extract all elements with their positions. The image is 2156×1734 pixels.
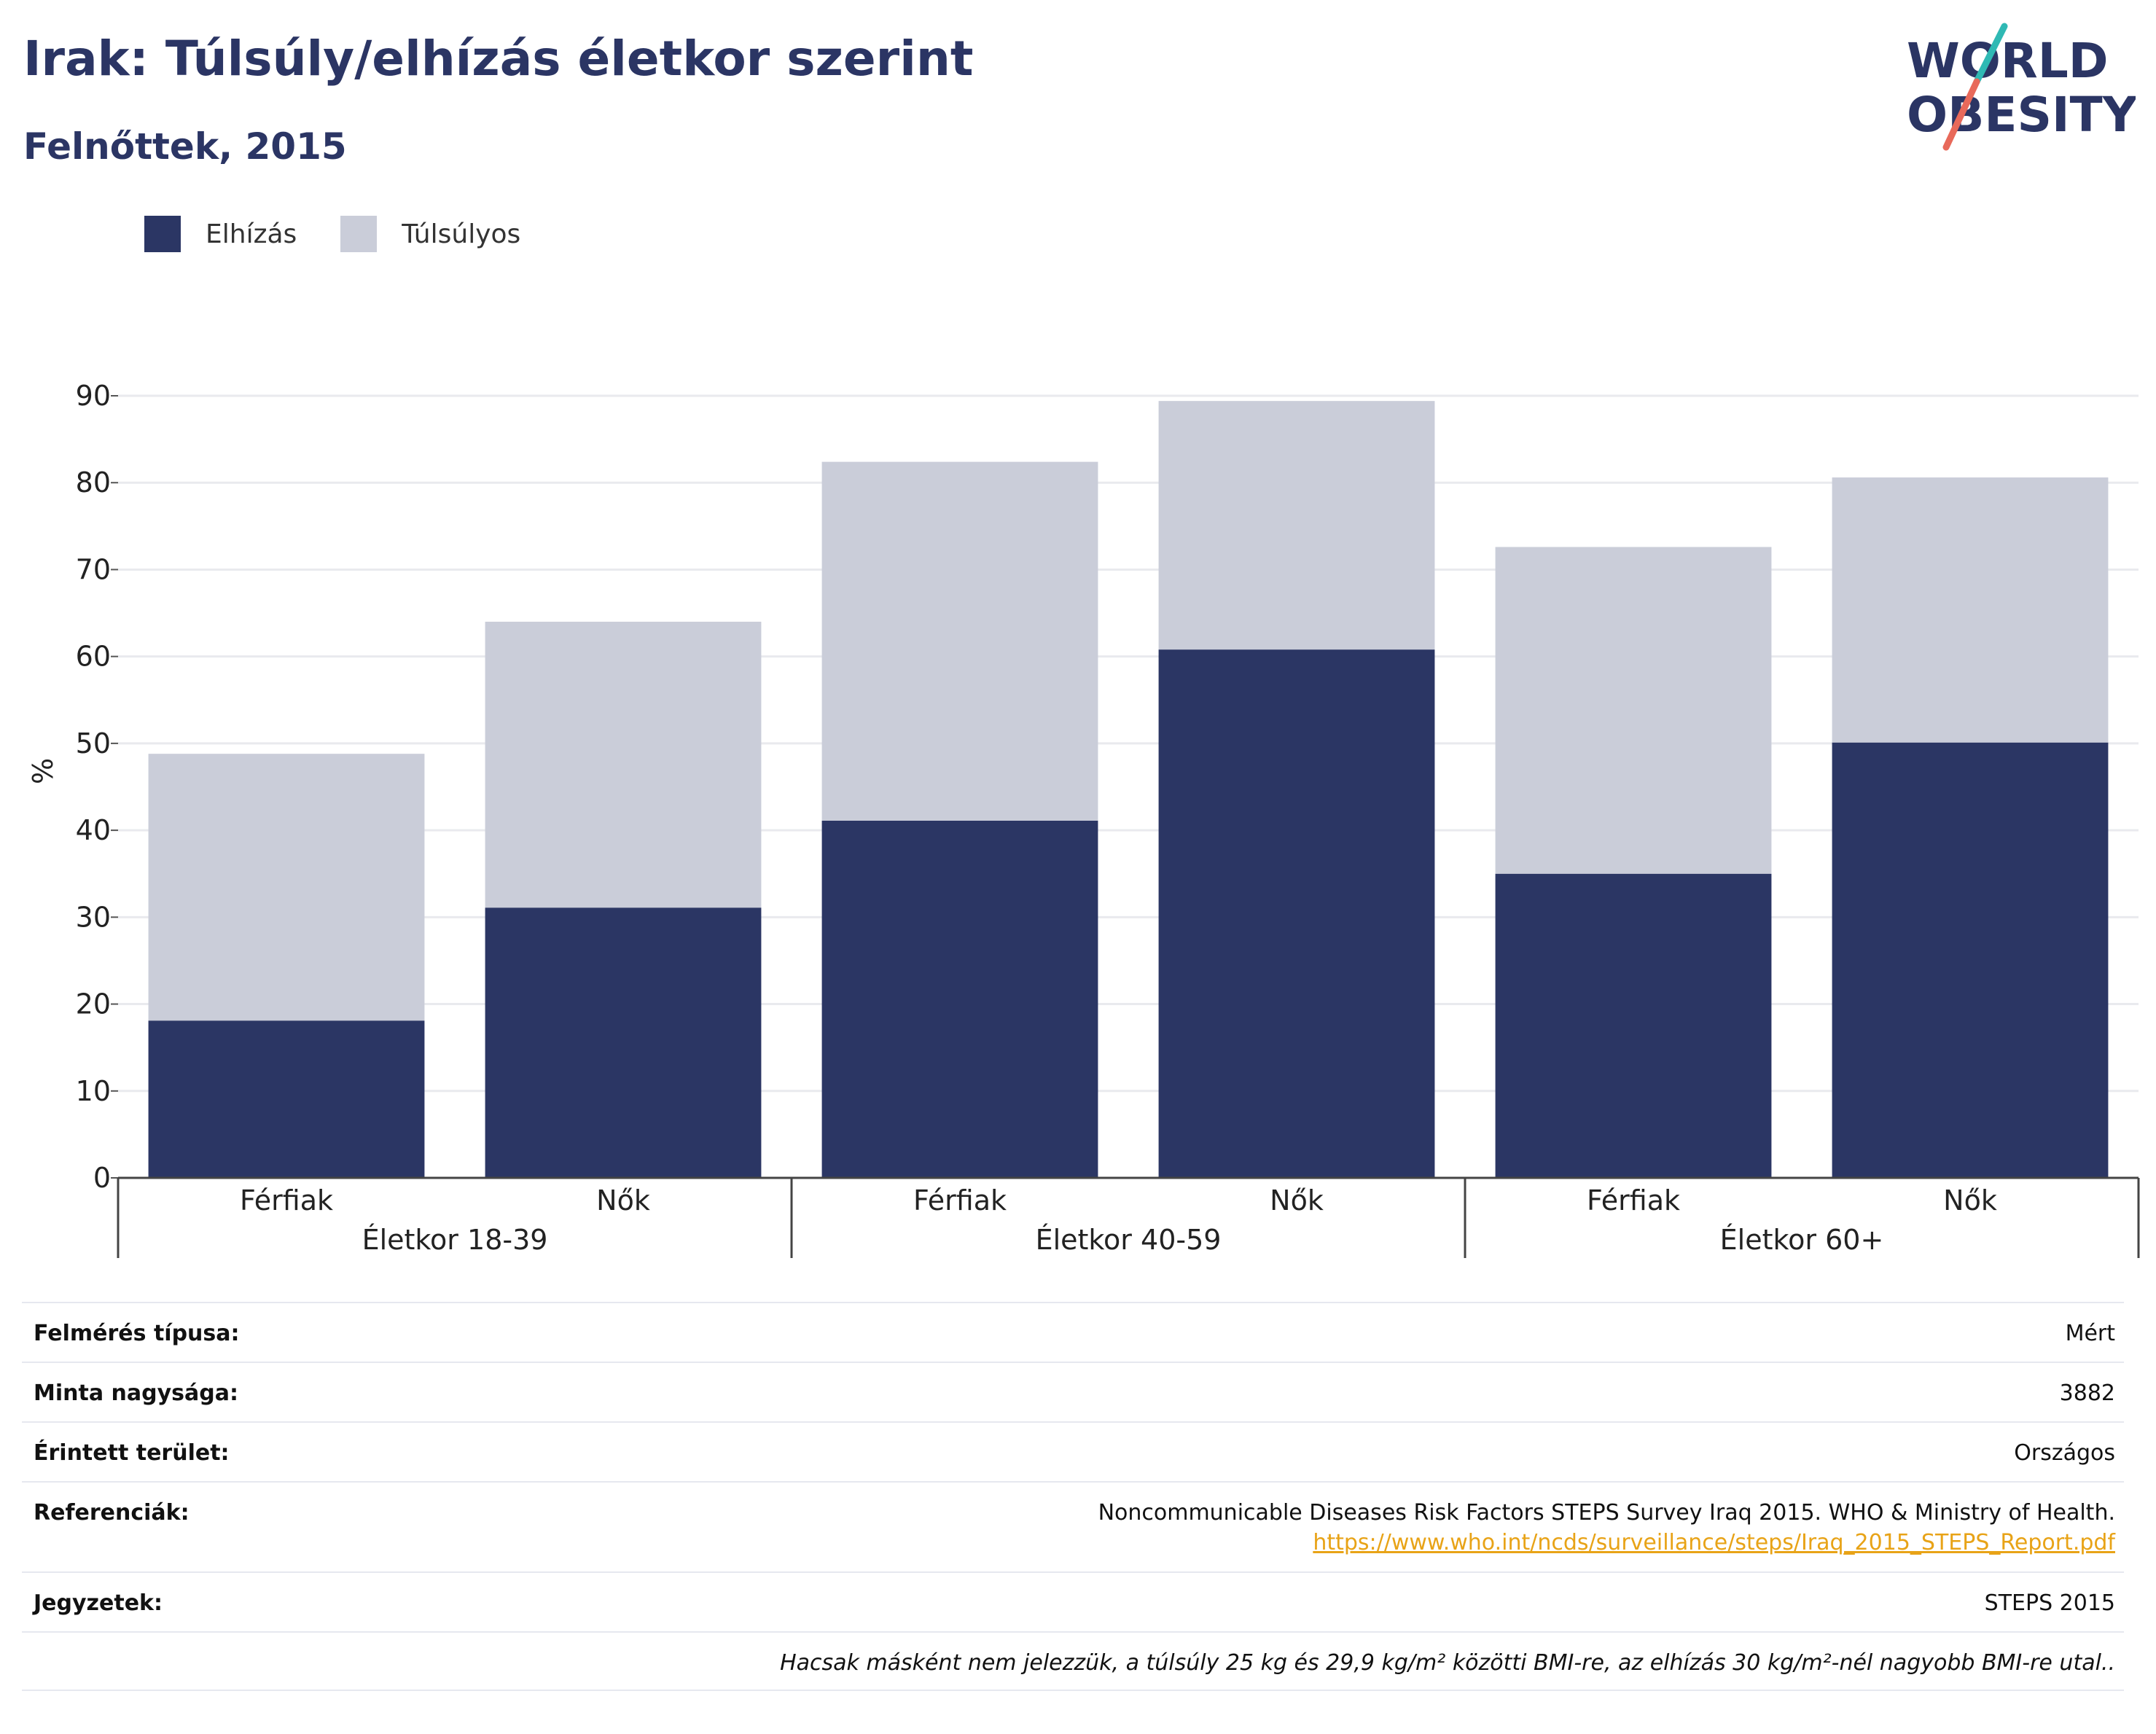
x-category-label: Férfiak	[240, 1184, 333, 1216]
gridlines	[118, 394, 2139, 1093]
x-group-label: Életkor 60+	[1720, 1224, 1884, 1256]
world-obesity-logo: WORLD OBESITY	[1907, 23, 2136, 151]
bar-obesity	[148, 1020, 425, 1178]
legend-swatch-overweight	[340, 216, 378, 252]
footnote: Hacsak másként nem jelezzük, a túlsúly 2…	[780, 1650, 2115, 1676]
y-tick-label: 30	[76, 901, 111, 933]
legend-swatch-obesity	[144, 216, 181, 252]
bar-obesity	[1158, 649, 1435, 1178]
bar-overweight	[1832, 477, 2109, 743]
bar-obesity	[485, 907, 762, 1178]
notes-value: STEPS 2015	[1984, 1590, 2115, 1616]
row-sample-size: Minta nagysága: 3882	[22, 1362, 2124, 1421]
bar-obesity	[821, 820, 1098, 1178]
legend-label-overweight: Túlsúlyos	[402, 219, 521, 249]
x-category-label: Nők	[596, 1184, 650, 1216]
sample-size-value: 3882	[2059, 1380, 2115, 1406]
y-tick-label: 0	[93, 1162, 111, 1194]
x-category-label: Nők	[1270, 1184, 1324, 1216]
legend-item-overweight[interactable]: Túlsúlyos	[340, 216, 520, 252]
y-tick-label: 20	[76, 988, 111, 1020]
x-group-label: Életkor 40-59	[1036, 1224, 1222, 1256]
bar-overweight	[821, 461, 1098, 821]
references-text: Noncommunicable Diseases Risk Factors ST…	[1098, 1500, 2115, 1526]
logo-text-line2: OBESITY	[1907, 87, 2136, 143]
metadata-table: Felmérés típusa: Mért Minta nagysága: 38…	[22, 1302, 2124, 1691]
row-notes: Jegyzetek: STEPS 2015	[22, 1571, 2124, 1631]
y-tick-label: 10	[76, 1075, 111, 1107]
legend-label-obesity: Elhízás	[206, 219, 297, 249]
x-category-label: Férfiak	[913, 1184, 1007, 1216]
sample-size-label: Minta nagysága:	[34, 1380, 238, 1406]
y-tick-label: 90	[76, 380, 111, 412]
y-tick-label: 40	[76, 814, 111, 846]
x-group-label: Életkor 18-39	[362, 1224, 548, 1256]
logo-slash-teal	[1973, 23, 2008, 85]
bar-obesity	[1832, 742, 2109, 1178]
bar-overweight	[1495, 547, 1772, 874]
y-tick-label: 70	[76, 553, 111, 585]
axes: 0 10 20 30 40 50 60 70 80 90 Férfiak Nők Férfiak Nők F…	[76, 380, 2140, 1258]
y-tick-label: 60	[76, 641, 111, 673]
y-tick-label: 50	[76, 727, 111, 759]
bars	[148, 401, 2109, 1178]
bar-overweight	[1158, 401, 1435, 650]
references-label: Referenciák:	[34, 1500, 190, 1526]
bar-overweight	[485, 621, 762, 908]
y-axis-label: %	[27, 758, 59, 784]
logo-text-line1: WORLD	[1907, 33, 2109, 89]
bar-obesity	[1495, 873, 1772, 1178]
row-footnote: Hacsak másként nem jelezzük, a túlsúly 2…	[22, 1631, 2124, 1691]
area-value: Országos	[2014, 1440, 2115, 1466]
survey-type-label: Felmérés típusa:	[34, 1321, 240, 1346]
notes-label: Jegyzetek:	[34, 1590, 163, 1616]
chart-subtitle: Felnőttek, 2015	[23, 125, 347, 168]
y-tick-label: 80	[76, 466, 111, 499]
references-link[interactable]: https://www.who.int/ncds/surveillance/st…	[1313, 1530, 2115, 1555]
chart-title: Irak: Túlsúly/elhízás életkor szerint	[23, 31, 974, 87]
x-category-label: Nők	[1943, 1184, 1997, 1216]
row-survey-type: Felmérés típusa: Mért	[22, 1302, 2124, 1362]
logo-slash-red	[1942, 78, 1980, 151]
legend-item-obesity[interactable]: Elhízás	[144, 216, 297, 252]
bar-overweight	[148, 754, 425, 1021]
row-area: Érintett terület: Országos	[22, 1421, 2124, 1481]
survey-type-value: Mért	[2065, 1321, 2115, 1346]
row-references: Referenciák: Noncommunicable Diseases Ri…	[22, 1481, 2124, 1571]
x-category-label: Férfiak	[1587, 1184, 1680, 1216]
area-label: Érintett terület:	[34, 1440, 230, 1466]
stacked-bar-chart: 0 10 20 30 40 50 60 70 80 90 Férfiak Nők Férfiak Nők F…	[27, 380, 2140, 1258]
references-value: Noncommunicable Diseases Risk Factors ST…	[1098, 1500, 2115, 1571]
legend: Elhízás Túlsúlyos	[144, 216, 564, 252]
